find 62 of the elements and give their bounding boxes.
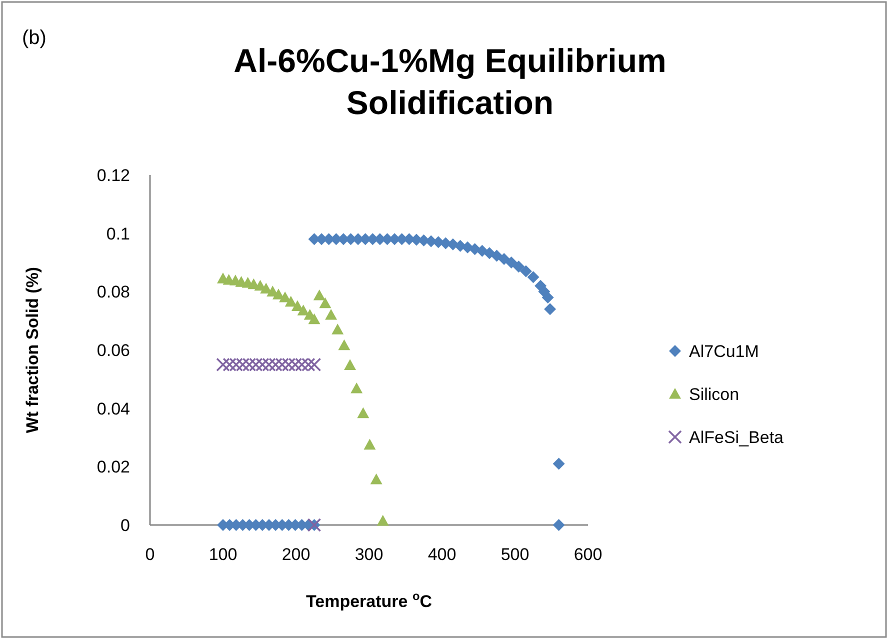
point (357, 407, 370, 418)
point (498, 253, 510, 265)
text: (b) (22, 27, 46, 49)
point (364, 438, 376, 450)
x-tick-label: 100 (208, 545, 238, 564)
y-tick-label: 0 (120, 516, 130, 535)
y-tick-label: 0.12 (96, 166, 130, 185)
point (236, 358, 250, 372)
x-axis-title: Temperature $^{o}$C (306, 589, 432, 611)
legend-label: Al7Cu1M (689, 342, 759, 361)
point (527, 271, 540, 284)
point (325, 309, 338, 320)
point (262, 358, 276, 372)
y-tick-label: 0.1 (106, 224, 130, 244)
x-tick-label: 0 (145, 545, 155, 564)
point (332, 324, 344, 334)
point (294, 358, 309, 372)
x-tick-label: 300 (354, 545, 384, 564)
point (505, 256, 518, 268)
y-tick-label: 0.06 (96, 341, 130, 360)
point (308, 313, 320, 324)
x-tick-label: 400 (428, 545, 456, 564)
x-tick-label: 500 (500, 545, 530, 564)
point (512, 260, 525, 273)
point (302, 358, 316, 372)
chart-title: Al-6%Cu-1%Mg Equilibrium Solidification (234, 42, 666, 121)
point (291, 300, 304, 312)
point (490, 250, 503, 262)
y-tick-label: 0.02 (96, 458, 130, 477)
point (520, 265, 532, 278)
point (256, 358, 270, 372)
point (376, 514, 389, 526)
point (222, 358, 236, 372)
legend-label: Silicon (689, 385, 740, 404)
point (248, 358, 263, 372)
legend-label: AlFeSi_Beta (689, 428, 784, 447)
point (350, 382, 363, 394)
point (338, 339, 350, 350)
point (275, 358, 290, 372)
x-tick-label: 600 (574, 545, 602, 564)
point (344, 359, 356, 370)
point (242, 358, 256, 372)
point (297, 304, 310, 316)
point (544, 303, 556, 316)
point (319, 297, 332, 308)
point (282, 358, 296, 372)
point (552, 458, 565, 470)
point (284, 296, 297, 307)
point (313, 289, 326, 300)
point (229, 358, 244, 372)
point (552, 519, 565, 531)
point (268, 358, 282, 372)
point (542, 292, 554, 304)
x-tick-label: 200 (282, 545, 310, 564)
point (476, 244, 488, 257)
y-tick-label: 0.04 (96, 399, 130, 418)
point (307, 358, 322, 372)
point (216, 358, 230, 372)
y-tick-label: 0.08 (96, 282, 130, 302)
point (288, 358, 302, 372)
y-axis-title: Wt fraction Solid (%) (23, 266, 42, 434)
point (370, 474, 382, 484)
